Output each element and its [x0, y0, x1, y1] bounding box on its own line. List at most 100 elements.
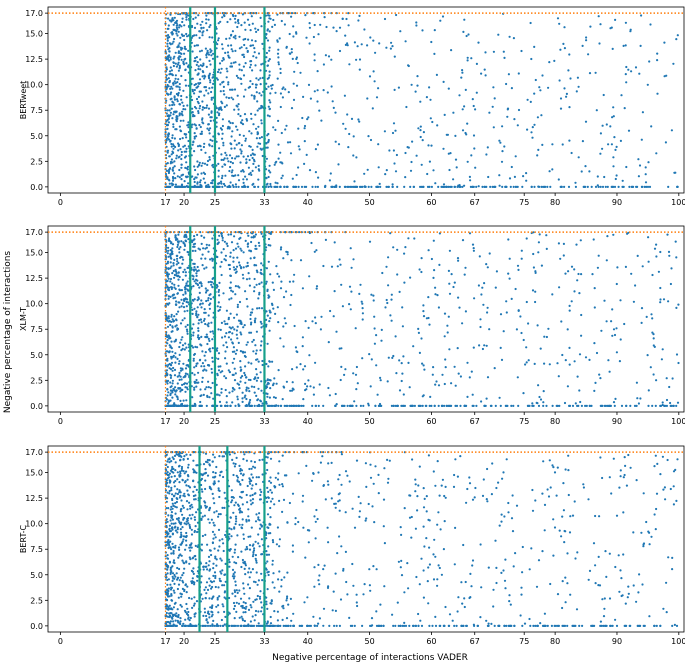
- data-point: [205, 18, 207, 20]
- data-point: [192, 278, 194, 280]
- data-point: [454, 366, 456, 368]
- data-point: [363, 28, 365, 30]
- data-point: [361, 357, 363, 359]
- data-point: [269, 92, 271, 94]
- data-point: [367, 135, 369, 137]
- data-point: [182, 623, 184, 625]
- data-point: [248, 402, 250, 404]
- data-point: [630, 273, 632, 275]
- data-point: [224, 241, 226, 243]
- data-point: [178, 614, 180, 616]
- data-point: [220, 371, 222, 373]
- data-point: [244, 382, 246, 384]
- data-point: [483, 344, 485, 346]
- data-point: [361, 43, 363, 45]
- data-point: [199, 184, 201, 186]
- data-point: [243, 54, 245, 56]
- data-point: [289, 405, 291, 407]
- data-point: [532, 289, 534, 291]
- data-point: [226, 76, 228, 78]
- data-point: [176, 313, 178, 315]
- data-point: [210, 387, 212, 389]
- data-point: [182, 561, 184, 563]
- data-point: [472, 394, 474, 396]
- data-point: [404, 152, 406, 154]
- data-point: [452, 112, 454, 114]
- data-point: [167, 256, 169, 258]
- data-point: [351, 186, 353, 188]
- data-point: [265, 177, 267, 179]
- data-point: [334, 290, 336, 292]
- data-point: [224, 405, 226, 407]
- data-point: [177, 398, 179, 400]
- data-point: [479, 255, 481, 257]
- data-point: [315, 186, 317, 188]
- data-point: [616, 174, 618, 176]
- data-point: [187, 611, 189, 613]
- data-point: [219, 83, 221, 85]
- data-point: [220, 101, 222, 103]
- data-point: [229, 18, 231, 20]
- data-point: [224, 596, 226, 598]
- data-point: [563, 243, 565, 245]
- data-point: [445, 366, 447, 368]
- data-point: [205, 562, 207, 564]
- data-point: [238, 155, 240, 157]
- data-point: [253, 257, 255, 259]
- data-point: [629, 30, 631, 32]
- data-point: [302, 398, 304, 400]
- data-point: [175, 21, 177, 23]
- data-point: [204, 488, 206, 490]
- data-point: [194, 89, 196, 91]
- data-point: [403, 186, 405, 188]
- data-point: [291, 368, 293, 370]
- data-point: [627, 69, 629, 71]
- data-point: [174, 128, 176, 130]
- data-point: [219, 309, 221, 311]
- data-point: [239, 524, 241, 526]
- data-point: [462, 129, 464, 131]
- data-point: [563, 254, 565, 256]
- data-point: [210, 554, 212, 556]
- data-point: [208, 597, 210, 599]
- data-point: [501, 125, 503, 127]
- data-point: [630, 70, 632, 72]
- data-point: [454, 282, 456, 284]
- data-point: [183, 35, 185, 37]
- data-point: [614, 19, 616, 21]
- data-point: [177, 557, 179, 559]
- x-tick-label: 40: [303, 417, 313, 426]
- data-point: [192, 571, 194, 573]
- data-point: [187, 522, 189, 524]
- data-point: [216, 43, 218, 45]
- data-point: [257, 297, 259, 299]
- data-point: [198, 319, 200, 321]
- data-point: [487, 176, 489, 178]
- panel-label: XLM-T: [19, 307, 28, 331]
- data-point: [232, 326, 234, 328]
- data-point: [259, 528, 261, 530]
- data-point: [564, 402, 566, 404]
- data-point: [207, 50, 209, 52]
- data-point: [194, 169, 196, 171]
- data-point: [203, 86, 205, 88]
- data-point: [269, 397, 271, 399]
- data-point: [187, 324, 189, 326]
- data-point: [344, 95, 346, 97]
- data-point: [186, 96, 188, 98]
- data-point: [480, 400, 482, 402]
- data-point: [176, 155, 178, 157]
- data-point: [212, 454, 214, 456]
- data-point: [206, 343, 208, 345]
- data-point: [661, 358, 663, 360]
- data-point: [180, 510, 182, 512]
- data-point: [225, 259, 227, 261]
- data-point: [198, 72, 200, 74]
- data-point: [235, 353, 237, 355]
- data-point: [599, 153, 601, 155]
- data-point: [254, 64, 256, 66]
- data-point: [169, 114, 171, 116]
- data-point: [266, 608, 268, 610]
- data-point: [246, 494, 248, 496]
- data-point: [295, 31, 297, 33]
